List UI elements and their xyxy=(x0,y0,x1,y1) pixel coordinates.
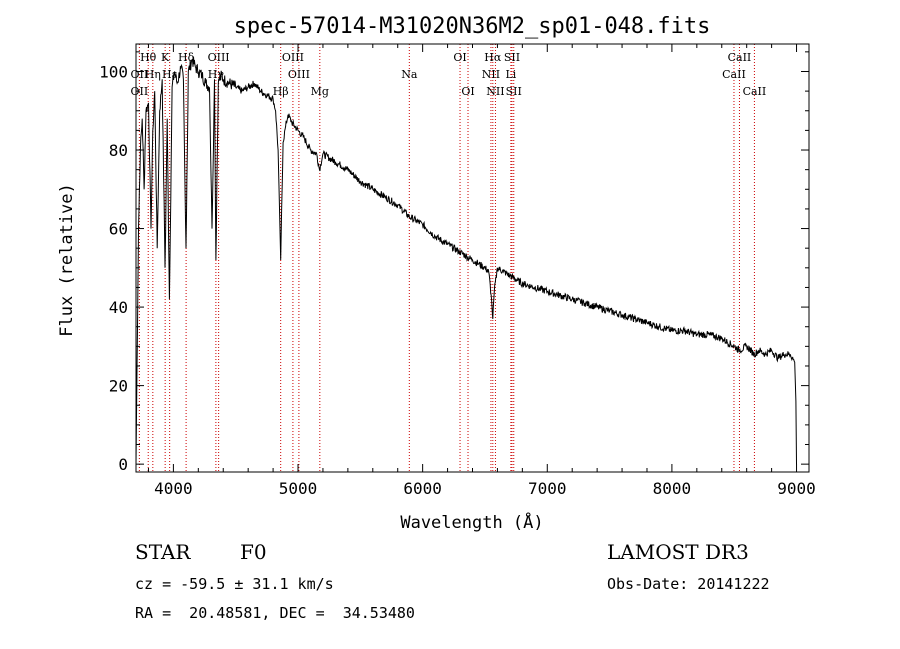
spectral-line-labels: HθOIIOIIHηKHεHδHγOIIIHβOIIIOIIIMgNaOIOIH… xyxy=(131,51,767,98)
chart-title: spec-57014-M31020N36M2_sp01-048.fits xyxy=(234,14,711,39)
spectral-line-label: K xyxy=(161,51,170,64)
y-tick-label: 80 xyxy=(109,141,128,160)
survey-name: LAMOST DR3 xyxy=(607,540,749,564)
plot-frame xyxy=(135,43,810,473)
spectral-line-label: CaII xyxy=(728,51,752,64)
spectral-line-label: Li xyxy=(505,68,516,81)
spectral-line-label: Hθ xyxy=(140,51,157,64)
spectral-line-label: OI xyxy=(453,51,466,64)
x-tick-label: 6000 xyxy=(403,479,442,498)
object-type: STAR xyxy=(135,540,191,564)
spectral-line-label: Hδ xyxy=(178,51,195,64)
redshift-cz: cz = -59.5 ± 31.1 km/s xyxy=(135,575,334,593)
spectral-line-label: OIII xyxy=(208,51,230,64)
y-axis-ticks: 0 20 40 60 80 100 xyxy=(99,51,809,474)
spectral-line-label: OIII xyxy=(282,51,304,64)
x-tick-label: 7000 xyxy=(528,479,567,498)
spectral-line-label: OI xyxy=(461,85,474,98)
spectral-line-label: NII xyxy=(486,85,504,98)
x-tick-label: 8000 xyxy=(653,479,692,498)
spectral-line-label: Hα xyxy=(484,51,502,64)
y-tick-label: 100 xyxy=(99,62,128,81)
spectral-line-label: Na xyxy=(401,68,418,81)
spectral-line-label: Hη xyxy=(145,68,161,81)
y-tick-label: 0 xyxy=(118,455,128,474)
x-axis-ticks: 4000 5000 6000 7000 8000 9000 xyxy=(147,44,816,498)
spectral-line-label: Mg xyxy=(311,85,329,98)
spectral-line-label: Hβ xyxy=(273,85,289,98)
y-tick-label: 40 xyxy=(109,298,128,317)
y-tick-label: 60 xyxy=(109,220,128,239)
x-tick-label: 9000 xyxy=(777,479,816,498)
observation-date: Obs-Date: 20141222 xyxy=(607,575,770,593)
spectral-line-label: SII xyxy=(506,85,522,98)
spectral-line-markers xyxy=(138,44,755,472)
spectral-line-label: SII xyxy=(504,51,520,64)
x-tick-label: 4000 xyxy=(154,479,193,498)
object-subclass: F0 xyxy=(240,540,267,564)
spectral-line-label: CaII xyxy=(722,68,746,81)
spectral-line-label: OIII xyxy=(288,68,310,81)
ra-dec-coordinates: RA = 20.48581, DEC = 34.53480 xyxy=(135,604,415,622)
spectrum-line xyxy=(135,56,797,465)
spectral-line-label: NII xyxy=(482,68,500,81)
x-tick-label: 5000 xyxy=(279,479,318,498)
y-axis-label: Flux (relative) xyxy=(57,183,77,337)
spectral-line-label: CaII xyxy=(743,85,767,98)
x-axis-label: Wavelength (Å) xyxy=(400,511,543,533)
y-tick-label: 20 xyxy=(109,377,128,396)
